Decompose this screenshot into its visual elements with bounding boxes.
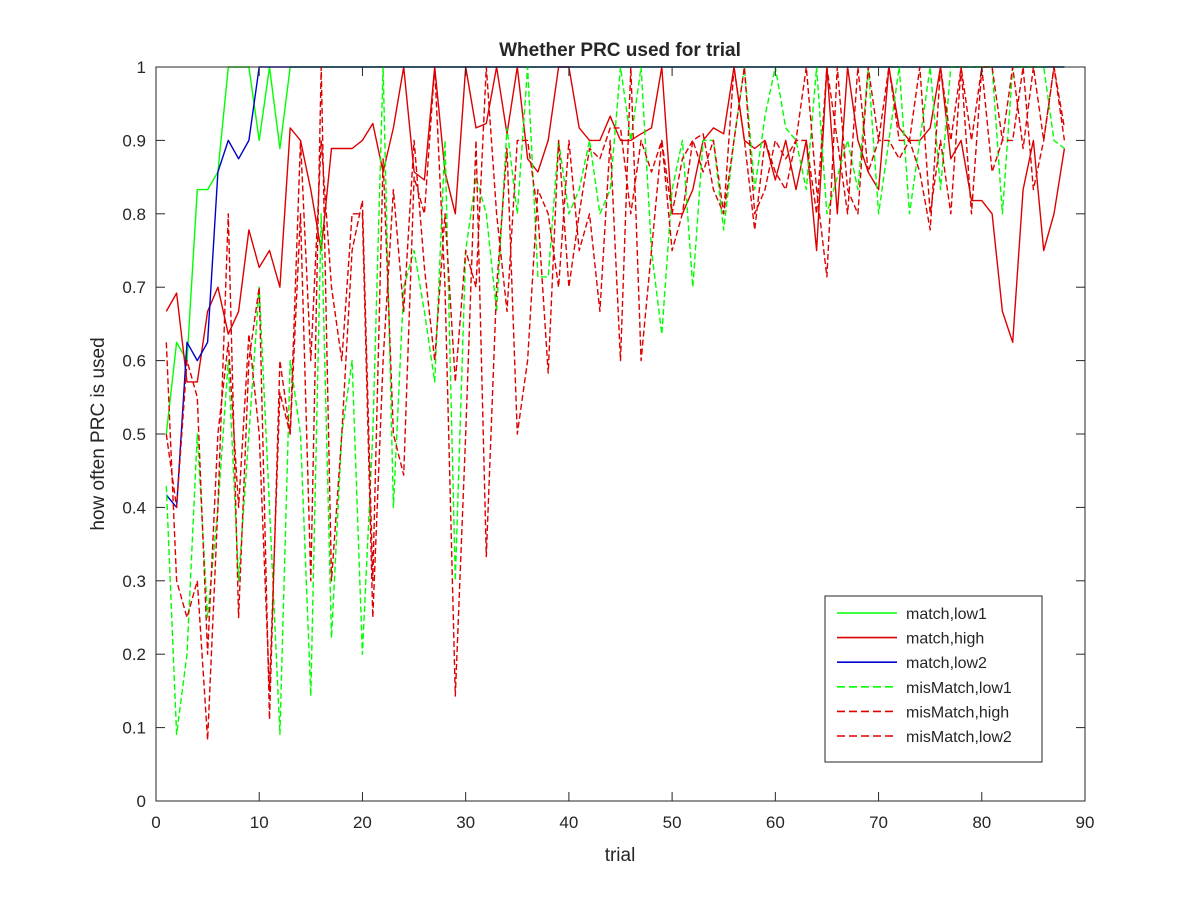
x-tick-label: 80 xyxy=(972,813,991,832)
chart-title: Whether PRC used for trial xyxy=(499,40,741,61)
series-line-6 xyxy=(165,66,1066,692)
y-tick-label: 0.3 xyxy=(122,572,146,591)
y-tick-label: 0.5 xyxy=(122,425,146,444)
x-tick-label: 10 xyxy=(250,813,269,832)
y-axis-label: how often PRC is used xyxy=(88,337,109,530)
y-tick-label: 1 xyxy=(137,58,146,77)
legend: match,low1 match,high match,low2 misMatch,l… xyxy=(824,595,1043,763)
y-tick-label: 0.8 xyxy=(122,205,146,224)
y-tick-label: 0.7 xyxy=(122,278,146,297)
series-line-5 xyxy=(165,66,1066,741)
legend-label: match,low1 xyxy=(906,606,987,623)
legend-label: misMatch,low2 xyxy=(906,729,1012,746)
series-line-4 xyxy=(165,66,1065,735)
tick-labels: 0 10 20 30 40 50 60 70 80 90 0 0.1 0.2 0.3 0.4 0.5 0.6 0.… xyxy=(122,58,1094,832)
x-tick-label: 50 xyxy=(663,813,682,832)
y-tick-label: 0.1 xyxy=(122,719,146,738)
x-tick-label: 20 xyxy=(353,813,372,832)
y-tick-label: 0.2 xyxy=(122,645,146,664)
y-tick-label: 0.9 xyxy=(122,131,146,150)
x-tick-label: 30 xyxy=(456,813,475,832)
legend-label: match,high xyxy=(906,631,984,648)
legend-label: misMatch,high xyxy=(906,704,1009,721)
legend-label: misMatch,low1 xyxy=(906,680,1012,697)
y-tick-label: 0.6 xyxy=(122,352,146,371)
x-tick-label: 60 xyxy=(766,813,785,832)
x-tick-label: 0 xyxy=(151,813,160,832)
y-tick-label: 0.4 xyxy=(122,498,146,517)
y-tick-label: 0 xyxy=(137,792,146,811)
x-tick-label: 40 xyxy=(559,813,578,832)
x-axis-label: trial xyxy=(605,845,636,866)
x-tick-label: 90 xyxy=(1076,813,1095,832)
legend-label: match,low2 xyxy=(906,655,987,672)
x-tick-label: 70 xyxy=(869,813,888,832)
legend-box xyxy=(824,595,1043,763)
